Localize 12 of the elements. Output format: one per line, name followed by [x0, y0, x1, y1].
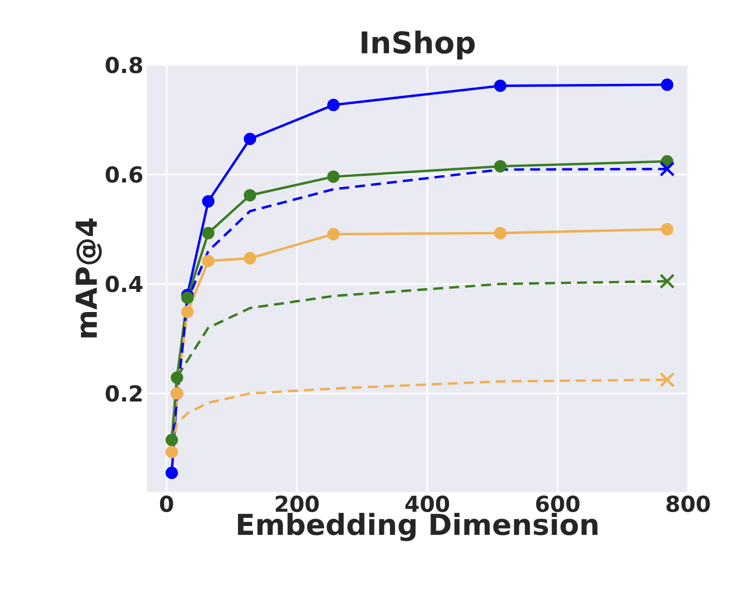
y-tick-label: 0.6	[106, 166, 142, 183]
y-tick-label: 0.4	[106, 276, 142, 292]
x-axis-title: Embedding Dimension	[238, 512, 598, 542]
y-tick-label: 0.2	[106, 385, 142, 402]
y-axis-title: mAP@4	[76, 218, 102, 338]
chart-title: InShop	[362, 30, 475, 60]
y-tick-label: 0.8	[106, 56, 142, 74]
x-tick-label: 400	[405, 496, 450, 512]
x-tick-label: 600	[536, 496, 580, 512]
x-tick-label: 0	[160, 496, 174, 512]
x-tick-label: 200	[276, 496, 319, 512]
x-tick-label: 800	[666, 496, 710, 512]
